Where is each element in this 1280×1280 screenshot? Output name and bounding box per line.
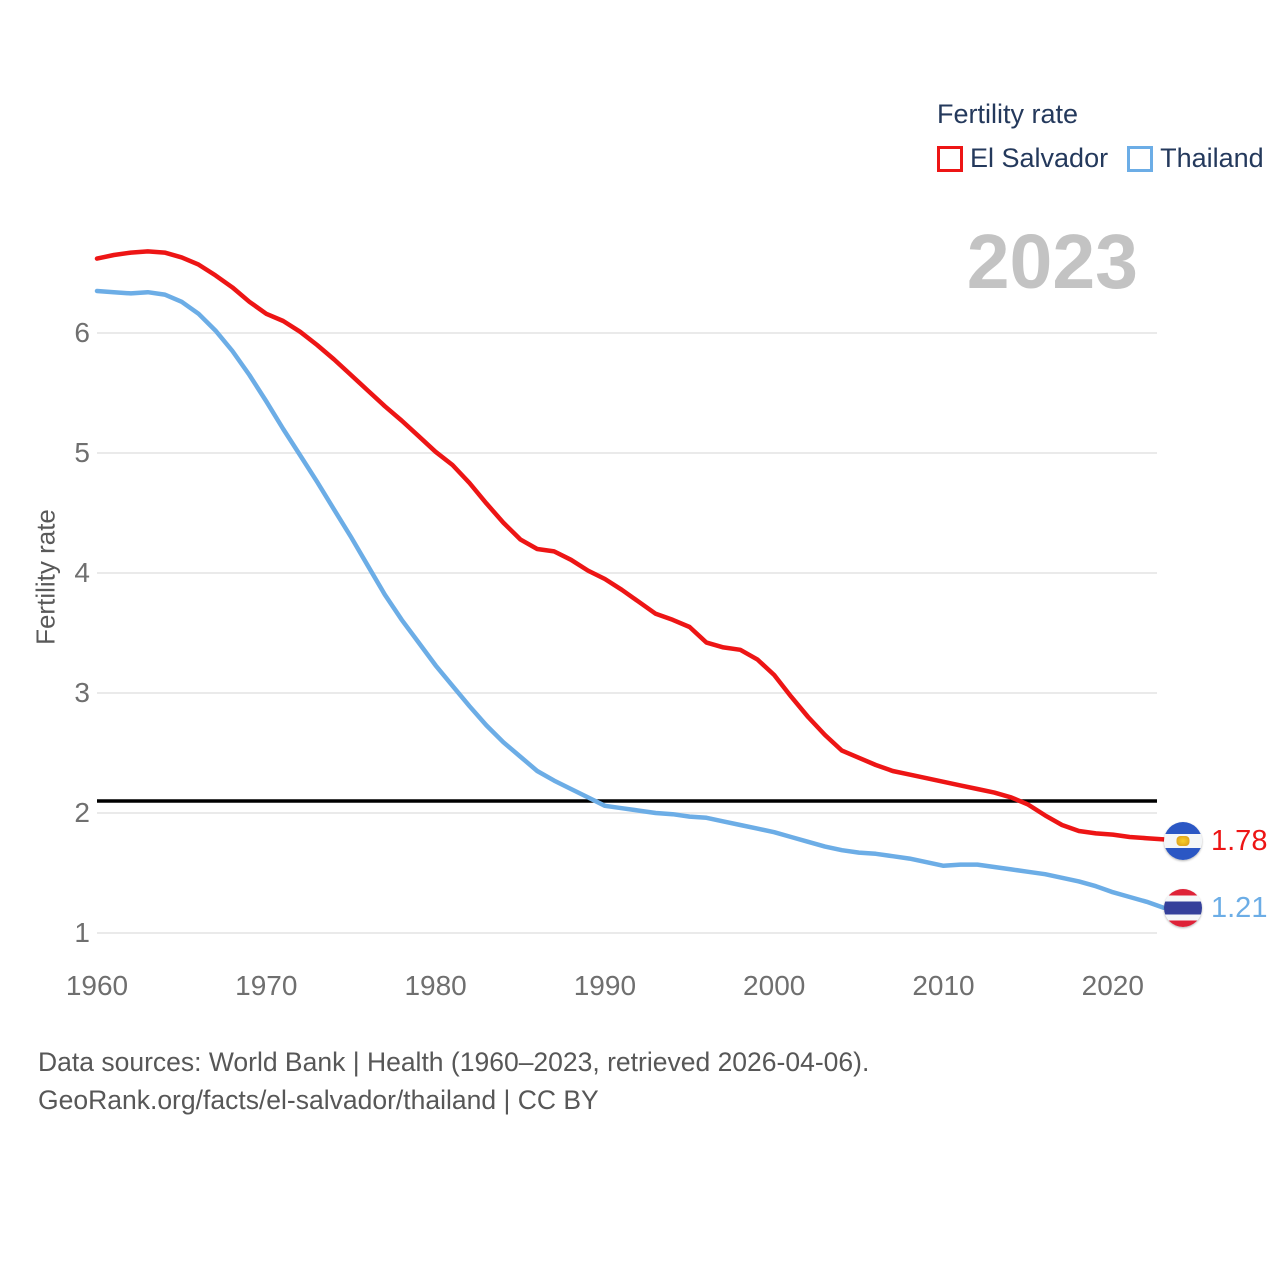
el-salvador-swatch-icon (937, 145, 963, 172)
x-tick-label-2020: 2020 (1081, 970, 1144, 1001)
thailand-end-value: 1.21 (1211, 891, 1268, 924)
series-line-el-salvador (94, 249, 1166, 842)
x-tick-label-2000: 2000 (743, 970, 806, 1001)
legend: Fertility rate El Salvador Thailand (937, 99, 1264, 174)
y-tick-label-6: 6 (74, 317, 90, 348)
legend-title: Fertility rate (937, 99, 1079, 129)
y-tick-label-1: 1 (74, 917, 90, 948)
year-watermark: 2023 (966, 219, 1138, 305)
el-salvador-flag-icon (1164, 822, 1202, 860)
x-tick-label-1990: 1990 (573, 970, 637, 1001)
legend-item-thailand[interactable]: Thailand (1127, 143, 1264, 174)
y-tick-label-4: 4 (74, 557, 90, 588)
attribution-text: GeoRank.org/facts/el-salvador/thailand |… (38, 1085, 599, 1115)
legend-label-el-salvador: El Salvador (970, 143, 1109, 173)
x-tick-label-1960: 1960 (65, 970, 129, 1001)
footer: Data sources: World Bank | Health (1960–… (38, 1043, 869, 1119)
x-tick-label-2010: 2010 (912, 970, 975, 1001)
el-salvador-coat-of-arms-icon (1176, 836, 1190, 846)
thailand-flag-icon (1164, 889, 1202, 927)
legend-items: El Salvador Thailand (937, 143, 1264, 174)
thailand-end-label: 1.21 (1164, 889, 1267, 927)
y-tick-label-3: 3 (74, 677, 90, 708)
legend-item-el-salvador[interactable]: El Salvador (937, 143, 1108, 174)
data-sources-text: Data sources: World Bank | Health (1960–… (38, 1047, 870, 1077)
y-tick-label-5: 5 (74, 437, 90, 468)
el-salvador-end-value: 1.78 (1211, 824, 1268, 857)
series-line-thailand (94, 288, 1166, 911)
thailand-swatch-icon (1127, 145, 1154, 172)
y-tick-label-2: 2 (74, 797, 90, 828)
legend-label-thailand: Thailand (1160, 143, 1264, 173)
x-tick-label-1970: 1970 (235, 970, 298, 1001)
x-tick-label-1980: 1980 (404, 970, 467, 1001)
el-salvador-end-label: 1.78 (1164, 822, 1267, 860)
